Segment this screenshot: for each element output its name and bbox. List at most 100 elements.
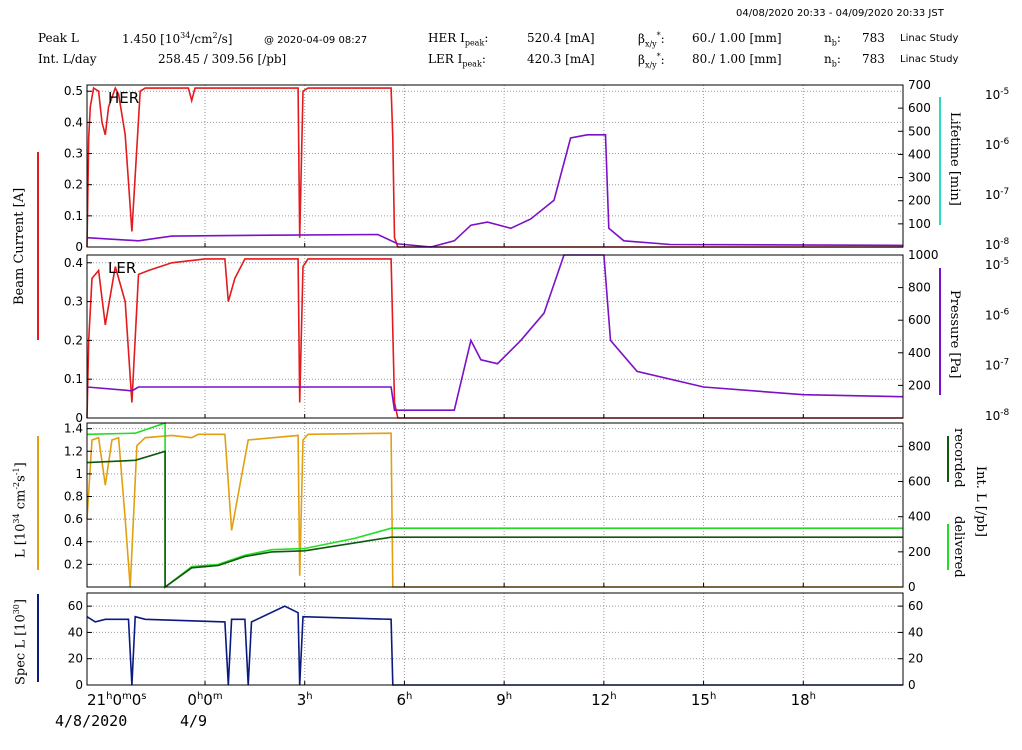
- peak-l-exp: 34: [180, 31, 191, 40]
- x-axis-date-1: 4/8/2020: [55, 712, 128, 730]
- right-tick-label: 200: [908, 545, 931, 559]
- y-tick-label: 0.5: [64, 84, 83, 98]
- ler-beta-sup: *: [656, 52, 661, 61]
- ler-beta-label: βx/y*:: [638, 52, 665, 69]
- right-tick-label: 400: [908, 510, 931, 524]
- right-tick-label: 600: [908, 313, 931, 327]
- her-nb-value: 783: [862, 31, 885, 45]
- ler-ipeak-colon: :: [481, 52, 486, 66]
- right-tick-label: 20: [908, 652, 923, 666]
- x-tick-label: 15h: [691, 691, 716, 709]
- int-l-value: 258.45 / 309.56 [/pb]: [158, 52, 287, 66]
- her-beta-sub: x/y: [644, 39, 657, 49]
- panel-frame-3: [86, 592, 904, 686]
- right-tick-label: 0: [908, 678, 916, 692]
- beam-current-color-bar: [37, 152, 39, 340]
- her-mode: Linac Study: [900, 33, 959, 44]
- her-ipeak-sub: peak: [464, 38, 485, 48]
- right-tick-label: 60: [908, 599, 923, 613]
- delivered-color-bar: [947, 524, 949, 570]
- right-tick-label: 700: [908, 78, 931, 92]
- y-tick-label: 20: [68, 652, 83, 666]
- y-tick-label: 1.4: [64, 422, 83, 436]
- x-tick-label: 3h: [297, 691, 313, 709]
- her-nb-label: nb:: [824, 31, 841, 47]
- y-tick-label: 0.4: [64, 535, 83, 549]
- y-tick-label: 0.2: [64, 178, 83, 192]
- y-tick-label: 0.3: [64, 295, 83, 309]
- ler-beta-symbol: β: [638, 53, 645, 67]
- her-beta-value: 60./ 1.00 [mm]: [692, 31, 782, 45]
- right-tick-label: 800: [908, 281, 931, 295]
- date-range: 04/08/2020 20:33 - 04/09/2020 20:33 JST: [736, 8, 944, 19]
- y-tick-label: 0.4: [64, 256, 83, 270]
- her-ipeak-text: HER I: [428, 31, 465, 45]
- x-tick-label: 6h: [396, 691, 412, 709]
- her-ipeak-value: 520.4 [mA]: [527, 31, 595, 45]
- peak-l-value: 1.450 [1034/cm2/s]: [122, 31, 232, 46]
- x-tick-label: 18h: [791, 691, 816, 709]
- right-tick-label: 500: [908, 124, 931, 138]
- series-line-luminosity: [86, 432, 903, 588]
- ler-mode: Linac Study: [900, 54, 959, 65]
- log-tick-label: 10-8: [985, 237, 1010, 252]
- x-tick-label: 0h0m: [187, 691, 222, 709]
- y-tick-label: 40: [68, 625, 83, 639]
- y-tick-label: 0.1: [64, 209, 83, 223]
- log-tick-label: 10-8: [985, 408, 1010, 423]
- panel-frame-0: [86, 84, 904, 248]
- her-nb-sub: b: [831, 38, 837, 48]
- y-tick-label: 0: [75, 411, 83, 425]
- right-tick-label: 200: [908, 194, 931, 208]
- right-tick-label: 800: [908, 439, 931, 453]
- y-tick-label: 0: [75, 240, 83, 254]
- panel-title: LER: [108, 259, 136, 277]
- ler-nb-symbol: n: [824, 52, 832, 66]
- luminosity-color-bar: [37, 436, 39, 570]
- y-tick-label: 0.6: [64, 512, 83, 526]
- ler-beta-colon: :: [660, 53, 665, 67]
- series-line-spec-l: [86, 605, 903, 686]
- her-ipeak-colon: :: [484, 31, 489, 45]
- right-tick-label: 600: [908, 101, 931, 115]
- ler-nb-label: nb:: [824, 52, 841, 68]
- ler-ipeak-text: LER I: [428, 52, 463, 66]
- y-tick-label: 0.1: [64, 372, 83, 386]
- series-line-ler-pressure: [86, 254, 904, 412]
- x-tick-label: 12h: [591, 691, 616, 709]
- panel-frame-2: [86, 422, 904, 588]
- y-tick-label: 0.8: [64, 490, 83, 504]
- right-tick-label: 100: [908, 217, 931, 231]
- her-beta-label: βx/y*:: [638, 31, 665, 48]
- panel-frame-1: [86, 254, 904, 419]
- series-line-her-current: [86, 86, 903, 248]
- series-line-int-l-delivered: [86, 421, 903, 589]
- her-nb-symbol: n: [824, 31, 832, 45]
- right-tick-label: 0: [908, 580, 916, 594]
- int-l-label: Int. L/day: [38, 52, 97, 66]
- series-line-her-pressure: [86, 134, 904, 248]
- y-tick-label: 0.4: [64, 115, 83, 129]
- y-tick-label: 0.2: [64, 333, 83, 347]
- peak-l-unit: /cm: [190, 32, 213, 46]
- peak-l-number: 1.450 [10: [122, 32, 181, 46]
- ler-beta-value: 80./ 1.00 [mm]: [692, 52, 782, 66]
- x-tick-label: 9h: [496, 691, 512, 709]
- log-tick-label: 10-7: [985, 187, 1009, 202]
- y-tick-label: 1.2: [64, 444, 83, 458]
- right-tick-label: 400: [908, 147, 931, 161]
- ler-ipeak-label: LER Ipeak:: [428, 52, 486, 68]
- ler-nb-colon: :: [836, 52, 841, 66]
- her-beta-sup: *: [656, 31, 661, 40]
- peak-time: @ 2020-04-09 08:27: [264, 35, 368, 46]
- right-tick-label: 300: [908, 171, 931, 185]
- x-axis-date-2: 4/9: [180, 712, 208, 730]
- log-tick-label: 10-5: [985, 87, 1009, 102]
- lifetime-color-bar: [939, 97, 941, 225]
- peak-l-unit-exp: 2: [212, 31, 218, 40]
- series-line-int-l-recorded: [86, 450, 903, 589]
- x-tick-label: 21h0m0s: [87, 691, 147, 709]
- y-tick-label: 0: [75, 678, 83, 692]
- peak-l-unit-tail: /s]: [217, 32, 233, 46]
